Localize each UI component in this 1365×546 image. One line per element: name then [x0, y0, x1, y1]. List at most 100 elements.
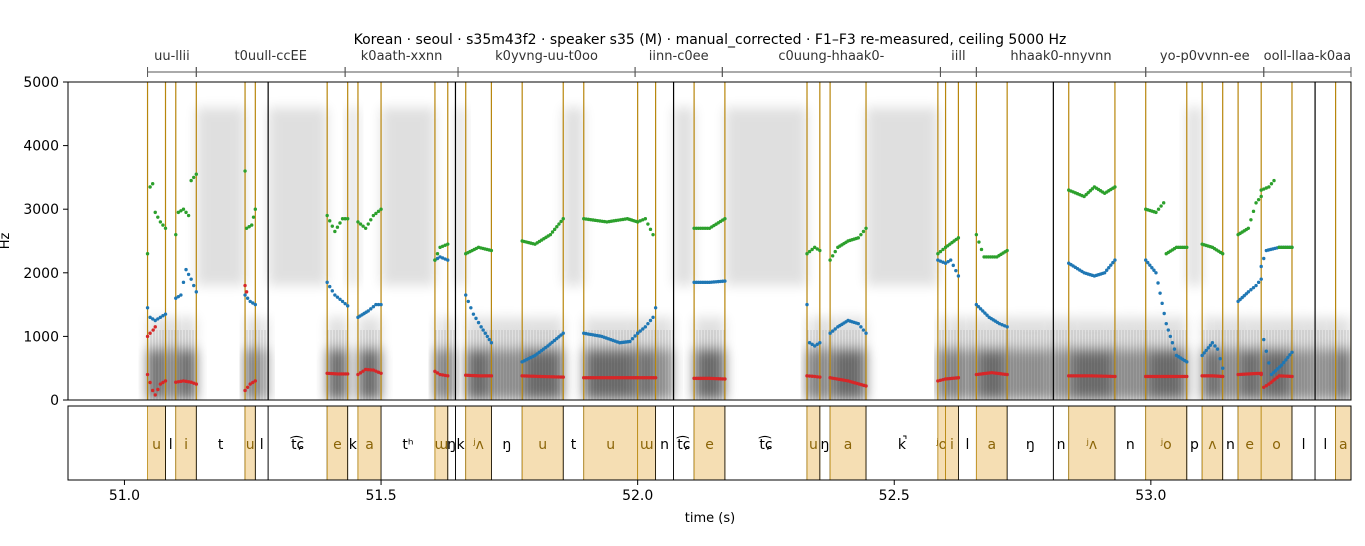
formant-point: [723, 217, 727, 221]
x-tick-label: 51.0: [109, 488, 140, 504]
voicing-band: [255, 349, 269, 400]
formant-point: [641, 327, 645, 331]
x-tick-label: 52.5: [879, 488, 910, 504]
y-tick-label: 5000: [23, 75, 59, 91]
formant-point: [345, 304, 350, 308]
formant-point: [723, 279, 727, 283]
formant-point: [446, 374, 450, 378]
formant-point: [338, 221, 342, 225]
formant-point: [335, 225, 340, 229]
segment-label: ŋ: [821, 437, 830, 453]
formant-point: [938, 249, 943, 254]
formant-point: [1102, 271, 1107, 275]
formant-point: [1208, 343, 1213, 348]
segment-label: ŋ: [447, 437, 456, 453]
formant-point: [938, 259, 943, 263]
segment-label: u: [152, 437, 161, 453]
formant-point: [433, 369, 437, 374]
formant-point: [1113, 258, 1117, 262]
formant-point: [638, 219, 642, 223]
formant-point: [438, 255, 442, 259]
formant-point: [163, 312, 168, 316]
formant-point: [489, 248, 494, 253]
formant-energy: [1291, 317, 1316, 350]
formant-point: [250, 223, 254, 227]
formant-point: [633, 334, 637, 338]
formant-point: [1269, 182, 1274, 186]
formant-point: [446, 258, 450, 262]
formant-energy: [255, 317, 269, 350]
formant-point: [810, 374, 814, 378]
formant-point: [333, 293, 337, 297]
formant-point: [979, 247, 984, 252]
frication-noise: [268, 107, 328, 286]
vowel-segment: e: [693, 405, 726, 481]
formant-point: [951, 263, 955, 268]
formant-point: [1185, 374, 1189, 379]
formant-point: [1290, 350, 1294, 354]
formant-point: [983, 311, 987, 315]
formant-point: [1170, 341, 1175, 345]
spectrogram: [147, 107, 1351, 400]
formant-point: [818, 375, 822, 379]
formant-point: [253, 302, 258, 307]
formant-point: [1005, 372, 1009, 377]
formant-point: [487, 337, 492, 342]
vowel-interval: [521, 405, 564, 481]
formant-point: [1215, 347, 1220, 351]
segment-label: n: [660, 437, 669, 453]
segment-label: k: [457, 437, 466, 453]
formant-point: [483, 331, 487, 335]
formant-point: [251, 301, 255, 305]
word-annotation: k0aath-xxnn: [344, 49, 459, 77]
formant-point: [145, 372, 150, 377]
series-f1: [145, 283, 1294, 397]
formant-point: [833, 327, 837, 331]
formant-point: [1254, 283, 1258, 288]
y-tick-label: 1000: [23, 329, 59, 345]
formant-point: [974, 302, 979, 307]
formant-point: [1256, 280, 1261, 285]
frication-noise: [563, 107, 584, 286]
formant-energy: [1261, 317, 1292, 350]
formant-point: [376, 370, 381, 374]
formant-point: [561, 375, 565, 379]
formant-point: [635, 220, 640, 224]
formant-point: [1221, 252, 1225, 256]
formant-point: [943, 261, 948, 265]
formant-point: [374, 211, 378, 216]
formant-point: [181, 207, 186, 211]
formant-point: [985, 313, 989, 317]
formant-point: [859, 325, 863, 329]
voicing-band: [937, 349, 946, 400]
y-axis: 0 1000 2000 3000 4000 5000: [23, 75, 68, 409]
formant-point: [371, 368, 376, 372]
formant-energy: [1007, 317, 1054, 350]
vowel-segment: u: [583, 405, 639, 481]
formant-point: [864, 226, 868, 230]
formant-point: [471, 312, 476, 316]
segment-label: tʰ: [402, 437, 413, 453]
consonant-segment: n: [1052, 406, 1070, 480]
word-label: c0uung-hhaak0-: [778, 49, 884, 64]
segment-label: ʲo: [1160, 437, 1172, 453]
formant-point: [1246, 226, 1251, 230]
word-annotation: c0uung-hhaak0-: [721, 49, 941, 77]
formant-point: [1113, 185, 1117, 189]
formant-point: [181, 280, 186, 285]
segment-label: ŋ: [1026, 437, 1035, 453]
formant-point: [371, 305, 376, 309]
formant-point: [1164, 321, 1168, 326]
formant-point: [1154, 271, 1158, 275]
formant-point: [174, 232, 178, 237]
segment-label: n: [1057, 437, 1066, 453]
formant-point: [974, 232, 979, 237]
formant-point: [376, 302, 381, 307]
vowel-interval: [1260, 405, 1293, 481]
formant-point: [153, 325, 157, 329]
vowel-segment: i: [945, 405, 959, 481]
voicing-band: [1007, 349, 1054, 400]
formant-point: [648, 227, 653, 232]
formant-point: [440, 256, 445, 260]
formant-point: [1148, 263, 1152, 267]
